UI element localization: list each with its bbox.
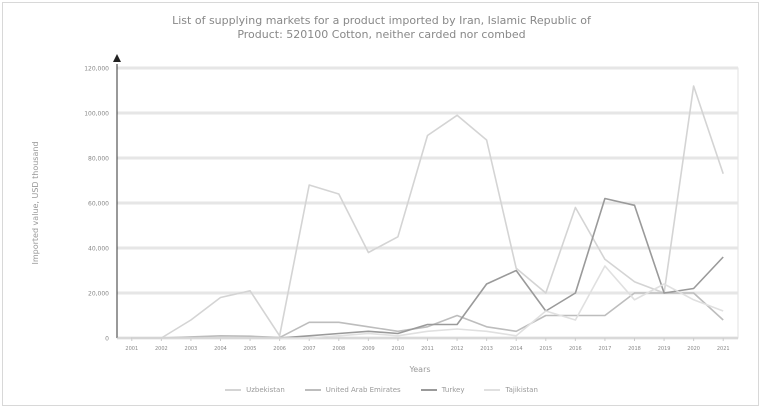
x-tick-label: 2003 [185, 346, 198, 352]
chart-title: List of supplying markets for a product … [172, 14, 591, 27]
legend-label: United Arab Emirates [325, 386, 401, 394]
x-tick-label: 2020 [687, 346, 700, 352]
x-tick-label: 2018 [628, 346, 641, 352]
x-tick-label: 2005 [244, 346, 257, 352]
legend-swatch [420, 389, 437, 391]
y-axis-label: Imported value, USD thousand [31, 141, 40, 264]
legend-swatch [304, 389, 321, 391]
series-line-tajikistan [131, 265, 724, 339]
x-tick-label: 2015 [539, 346, 552, 352]
legend-swatch [225, 389, 242, 391]
y-tick-label: 80,000 [88, 156, 109, 163]
series-line-turkey [131, 197, 724, 339]
y-axis-arrow-icon [113, 54, 121, 62]
x-tick-label: 2016 [569, 346, 582, 352]
x-tick-label: 2013 [480, 346, 493, 352]
x-tick-label: 2019 [658, 346, 671, 352]
x-tick-label: 2007 [303, 346, 316, 352]
y-tick-label: 120,000 [84, 66, 109, 73]
legend-item: Uzbekistan [225, 386, 285, 394]
x-tick-label: 2008 [332, 346, 345, 352]
x-tick-label: 2009 [362, 346, 375, 352]
legend-swatch [484, 389, 501, 391]
x-tick-label: 2012 [451, 346, 464, 352]
x-tick-label: 2014 [510, 346, 523, 352]
chart-subtitle: Product: 520100 Cotton, neither carded n… [237, 28, 526, 41]
series-lines [131, 85, 724, 339]
legend-label: Turkey [441, 386, 465, 394]
legend-item: Turkey [420, 386, 465, 394]
y-tick-label: 0 [105, 336, 109, 343]
x-tick-label: 2011 [421, 346, 434, 352]
y-tick-label: 20,000 [88, 291, 109, 298]
x-tick-label: 2002 [155, 346, 168, 352]
x-tick-label: 2021 [717, 346, 730, 352]
legend: Uzbekistan United Arab Emirates Turkey Taji… [0, 386, 763, 394]
x-tick-label: 2004 [214, 346, 227, 352]
legend-label: Uzbekistan [246, 386, 285, 394]
series-line-uzbekistan [131, 85, 724, 339]
chart-title-block: List of supplying markets for a product … [0, 14, 763, 42]
y-tick-label: 60,000 [88, 201, 109, 208]
chart-frame [2, 2, 759, 406]
x-tick-label: 2001 [125, 346, 138, 352]
y-tick-label: 100,000 [84, 111, 109, 118]
legend-item: Tajikistan [484, 386, 538, 394]
legend-label: Tajikistan [505, 386, 538, 394]
grid-lines [116, 64, 739, 340]
y-tick-label: 40,000 [88, 246, 109, 253]
x-tick-label: 2006 [273, 346, 286, 352]
legend-item: United Arab Emirates [304, 386, 401, 394]
x-tick-label: 2017 [599, 346, 612, 352]
x-tick-label: 2010 [392, 346, 405, 352]
x-axis-label: Years [408, 365, 430, 374]
y-axis-ticks: 0 20,000 40,000 60,000 80,000 100,000 120,000 [84, 66, 109, 343]
x-axis-ticks: 2001 2002 2003 2004 2005 2006 2007 2008 2009 2010… [125, 338, 730, 352]
series-line-united-arab-emirates [131, 292, 724, 339]
